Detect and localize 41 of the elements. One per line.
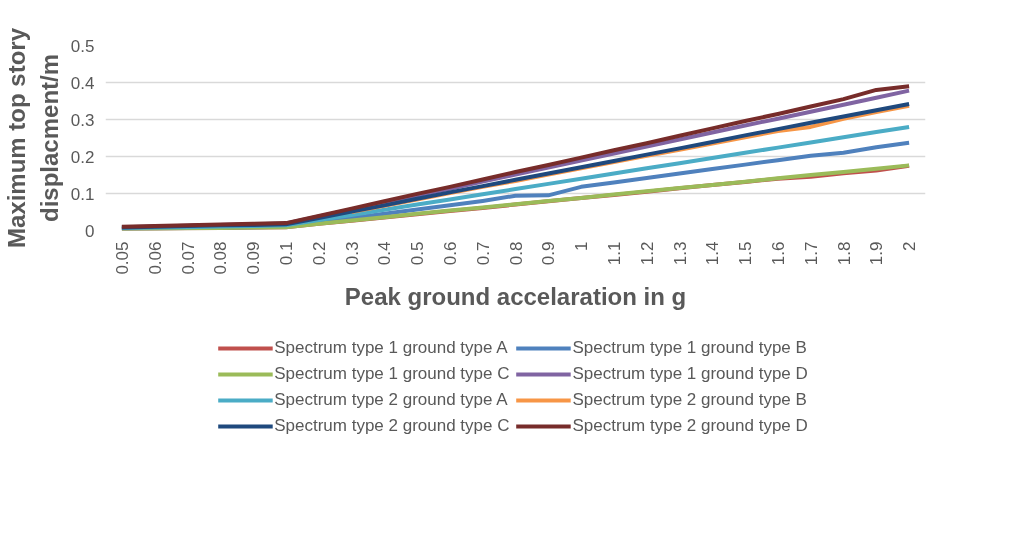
x-tick-label: 0.9: [539, 241, 559, 266]
x-tick-label: 1.9: [867, 241, 887, 266]
x-tick-label: 0.8: [506, 241, 526, 266]
x-tick-label: 0.05: [112, 241, 132, 275]
x-tick-label: 0.09: [244, 241, 264, 275]
y-axis-title: Maximum top story displacment/m: [3, 27, 63, 249]
x-tick-label: 0.4: [375, 241, 395, 266]
legend-label: Spectrum type 2 ground type B: [572, 390, 807, 410]
x-axis-title: Peak ground accelaration in g: [344, 282, 687, 310]
x-tick-label: 2: [900, 241, 920, 251]
x-tick-label: 0.2: [309, 241, 329, 266]
x-tick-label: 0.7: [473, 241, 493, 266]
x-tick-label: 1.6: [768, 241, 788, 266]
x-tick-label: 1.7: [801, 241, 821, 266]
x-tick-label: 0.5: [408, 241, 428, 266]
x-tick-label: 1.1: [604, 241, 624, 266]
legend-label: Spectrum type 2 ground type C: [274, 416, 510, 436]
x-tick-label: 0.1: [276, 241, 296, 266]
legend-label: Spectrum type 1 ground type B: [572, 338, 807, 358]
x-tick-label: 1.5: [736, 241, 756, 266]
x-tick-label: 1.2: [637, 241, 657, 266]
x-tick-label: 1.8: [834, 241, 854, 266]
y-tick-label: 0: [85, 221, 95, 241]
x-tick-label: 1.3: [670, 241, 690, 266]
y-tick-label: 0.4: [70, 73, 95, 93]
legend-label: Spectrum type 2 ground type A: [274, 390, 508, 410]
x-tick-label: 0.08: [211, 241, 231, 275]
y-tick-label: 0.5: [70, 36, 95, 56]
y-tick-label: 0.3: [70, 110, 95, 130]
x-tick-label: 1: [572, 241, 592, 251]
legend-label: Spectrum type 2 ground type D: [572, 416, 808, 436]
x-tick-label: 0.6: [440, 241, 460, 266]
x-tick-label: 0.06: [145, 241, 165, 275]
y-tick-label: 0.2: [70, 147, 95, 167]
legend-label: Spectrum type 1 ground type C: [274, 364, 510, 384]
legend-label: Spectrum type 1 ground type D: [572, 364, 808, 384]
y-tick-label: 0.1: [70, 184, 95, 204]
x-tick-label: 0.07: [178, 241, 198, 275]
x-tick-label: 0.3: [342, 241, 362, 266]
legend-label: Spectrum type 1 ground type A: [274, 338, 508, 358]
x-tick-label: 1.4: [703, 241, 723, 266]
